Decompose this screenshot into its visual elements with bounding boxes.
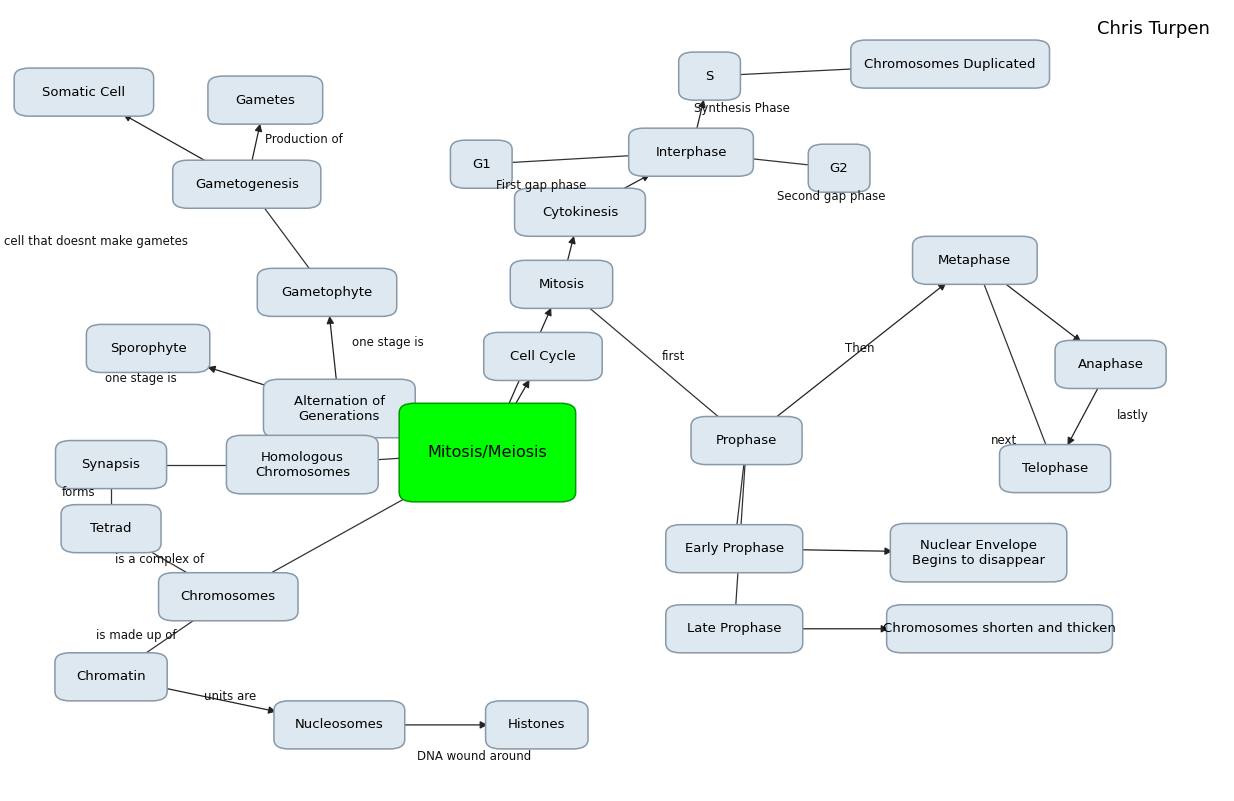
FancyBboxPatch shape [15, 68, 153, 116]
FancyBboxPatch shape [173, 160, 321, 208]
FancyBboxPatch shape [665, 525, 802, 573]
FancyBboxPatch shape [912, 236, 1037, 284]
FancyBboxPatch shape [484, 332, 602, 380]
FancyBboxPatch shape [665, 605, 802, 653]
FancyBboxPatch shape [850, 40, 1049, 88]
Text: G1: G1 [471, 158, 491, 171]
FancyBboxPatch shape [511, 260, 612, 308]
Text: First gap phase: First gap phase [496, 179, 586, 192]
Text: Nucleosomes: Nucleosomes [295, 718, 384, 731]
Text: is a complex of: is a complex of [115, 553, 204, 566]
FancyBboxPatch shape [1055, 340, 1166, 388]
Text: forms: forms [62, 486, 95, 499]
FancyBboxPatch shape [400, 404, 575, 501]
Text: Metaphase: Metaphase [938, 254, 1012, 267]
FancyBboxPatch shape [258, 268, 396, 316]
FancyBboxPatch shape [56, 441, 167, 489]
Text: Chromosomes: Chromosomes [180, 590, 276, 603]
Text: lastly: lastly [1117, 409, 1149, 422]
Text: Nuclear Envelope
Begins to disappear: Nuclear Envelope Begins to disappear [912, 539, 1045, 566]
Text: Chris Turpen: Chris Turpen [1097, 20, 1211, 38]
Text: Gametophyte: Gametophyte [281, 286, 373, 299]
FancyBboxPatch shape [158, 573, 297, 621]
FancyBboxPatch shape [485, 701, 589, 749]
FancyBboxPatch shape [450, 140, 512, 188]
Text: Tetrad: Tetrad [90, 522, 132, 535]
FancyBboxPatch shape [515, 188, 645, 236]
FancyBboxPatch shape [207, 76, 322, 124]
Text: S: S [706, 70, 713, 83]
FancyBboxPatch shape [679, 52, 740, 100]
Text: Early Prophase: Early Prophase [685, 542, 784, 555]
FancyBboxPatch shape [891, 524, 1066, 582]
Text: Sporophyte: Sporophyte [110, 342, 186, 355]
FancyBboxPatch shape [691, 417, 802, 465]
Text: Telophase: Telophase [1022, 462, 1088, 475]
Text: G2: G2 [829, 162, 849, 175]
Text: Cytokinesis: Cytokinesis [542, 206, 618, 219]
Text: Prophase: Prophase [716, 434, 777, 447]
FancyBboxPatch shape [86, 324, 210, 372]
Text: cell that doesnt make gametes: cell that doesnt make gametes [4, 235, 188, 248]
Text: Gametes: Gametes [236, 94, 295, 107]
FancyBboxPatch shape [62, 505, 160, 553]
Text: Synapsis: Synapsis [81, 458, 141, 471]
Text: DNA wound around: DNA wound around [417, 751, 532, 763]
Text: one stage is: one stage is [352, 336, 423, 349]
Text: Interphase: Interphase [655, 146, 727, 159]
Text: next: next [991, 434, 1017, 447]
Text: Cell Cycle: Cell Cycle [510, 350, 576, 363]
Text: Homologous
Chromosomes: Homologous Chromosomes [254, 451, 350, 478]
Text: Chromatin: Chromatin [77, 670, 146, 683]
Text: Second gap phase: Second gap phase [777, 190, 886, 203]
Text: Mitosis: Mitosis [538, 278, 585, 291]
FancyBboxPatch shape [227, 436, 378, 493]
FancyBboxPatch shape [1000, 445, 1111, 493]
Text: first: first [661, 350, 685, 363]
FancyBboxPatch shape [54, 653, 168, 701]
Text: is made up of: is made up of [96, 629, 176, 642]
Text: Synthesis Phase: Synthesis Phase [694, 102, 790, 115]
Text: units are: units are [204, 690, 255, 702]
Text: Histones: Histones [508, 718, 565, 731]
FancyBboxPatch shape [886, 605, 1113, 653]
Text: Gametogenesis: Gametogenesis [195, 178, 299, 191]
FancyBboxPatch shape [808, 144, 870, 192]
Text: Chromosomes Duplicated: Chromosomes Duplicated [865, 58, 1035, 70]
FancyBboxPatch shape [274, 701, 405, 749]
Text: Late Prophase: Late Prophase [687, 622, 781, 635]
Text: Alternation of
Generations: Alternation of Generations [294, 395, 385, 422]
Text: Production of: Production of [265, 133, 343, 146]
Text: Then: Then [845, 342, 875, 355]
Text: Mitosis/Meiosis: Mitosis/Meiosis [427, 445, 548, 460]
FancyBboxPatch shape [264, 380, 415, 437]
Text: Chromosomes shorten and thicken: Chromosomes shorten and thicken [884, 622, 1116, 635]
Text: one stage is: one stage is [105, 372, 176, 384]
FancyBboxPatch shape [629, 128, 753, 176]
Text: Somatic Cell: Somatic Cell [42, 86, 126, 99]
Text: Anaphase: Anaphase [1077, 358, 1144, 371]
